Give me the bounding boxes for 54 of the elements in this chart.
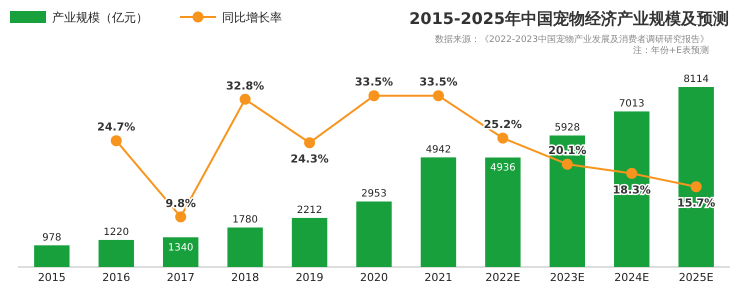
point	[432, 90, 444, 102]
legend-label: 同比增长率	[222, 10, 282, 24]
source-note: 数据来源：《2022-2023中国宠物产业发展及消费者调研研究报告》	[434, 34, 709, 45]
point	[304, 137, 316, 148]
data-label: 24.7%	[97, 120, 136, 134]
bar	[550, 135, 586, 267]
point	[368, 90, 380, 102]
point	[626, 168, 638, 179]
point	[175, 211, 186, 222]
bar	[356, 201, 392, 267]
point	[110, 135, 122, 146]
data-label: 1220	[104, 226, 129, 238]
data-label: 32.8%	[226, 79, 264, 92]
x-tick-label: 2015	[38, 271, 66, 284]
x-tick-label: 2018	[231, 271, 260, 284]
data-label: 33.5%	[354, 76, 394, 89]
data-label: 1780	[232, 214, 258, 226]
legend-label: 产业规模（亿元）	[52, 10, 148, 24]
bar	[162, 237, 198, 267]
data-label: 1340	[168, 242, 194, 254]
x-tick-label: 2024E	[614, 271, 650, 284]
data-label: 33.5%	[419, 76, 458, 89]
bar	[98, 240, 134, 267]
x-tick-label: 2021	[424, 271, 452, 284]
bar	[227, 228, 263, 267]
data-label: 4942	[426, 144, 452, 156]
text: 注：年份+E表预测	[632, 45, 709, 56]
x-tick-label: 2017	[166, 271, 195, 284]
data-label: 25.2%	[484, 118, 522, 132]
bar	[485, 158, 521, 267]
x-tick-label: 2016	[102, 271, 130, 284]
data-label: 2953	[361, 188, 387, 200]
chart-title: 2015-2025年中国宠物经济产业规模及预测	[409, 9, 729, 28]
data-label: 4936	[490, 162, 516, 174]
point	[497, 132, 508, 144]
x-tick-label: 2025E	[678, 271, 714, 284]
data-label: 8114	[683, 74, 709, 85]
point	[562, 158, 573, 170]
point	[690, 181, 702, 192]
x-tick-label: 2019	[296, 271, 324, 284]
data-label: 24.3%	[290, 152, 329, 166]
data-label: 978	[42, 232, 62, 244]
point	[240, 94, 251, 105]
bar	[678, 87, 714, 267]
x-tick-label: 2023E	[550, 271, 585, 284]
bar	[614, 111, 650, 267]
x-tick-label: 2022E	[485, 271, 520, 284]
bar	[420, 157, 456, 267]
bar	[34, 245, 70, 267]
data-label: 5928	[554, 122, 580, 134]
data-label: 7013	[619, 98, 644, 110]
bar	[292, 218, 328, 267]
data-label: 2212	[296, 204, 322, 216]
x-tick-label: 2020	[360, 271, 388, 284]
